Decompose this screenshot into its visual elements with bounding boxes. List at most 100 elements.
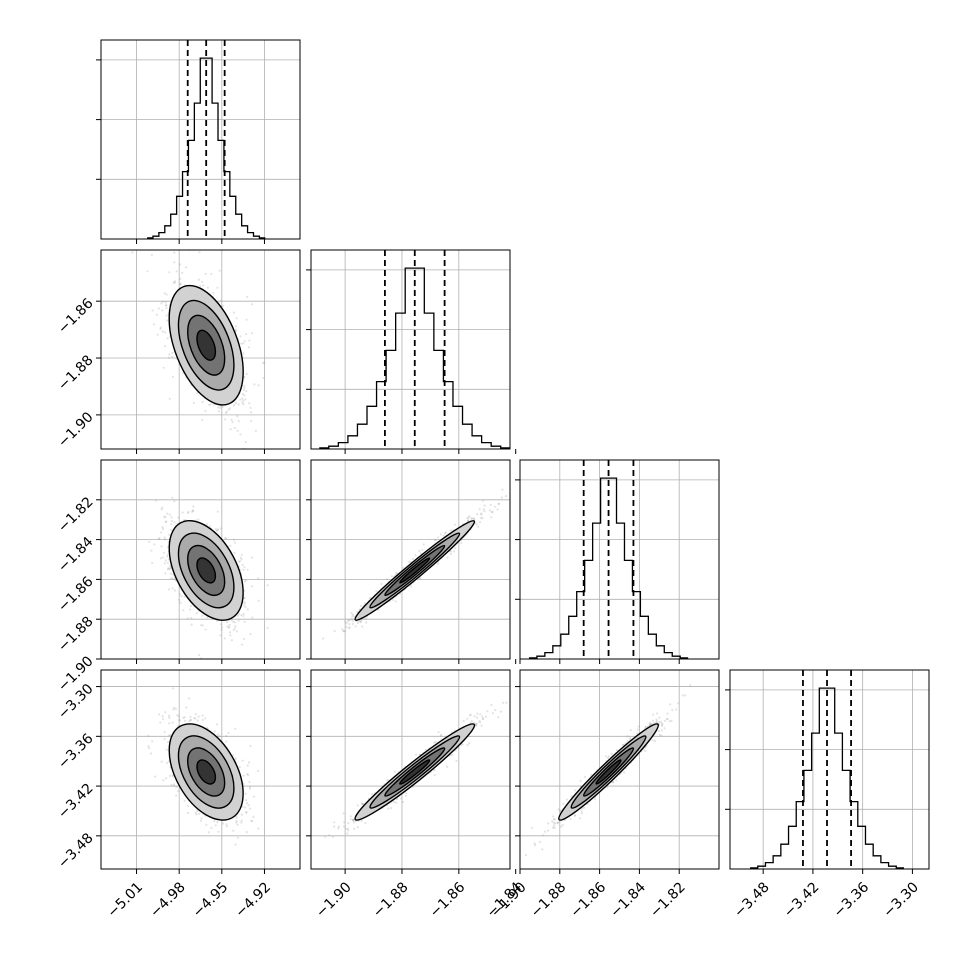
scatter-point xyxy=(483,510,486,513)
scatter-point xyxy=(156,333,159,336)
scatter-point xyxy=(419,552,422,555)
panel-inner xyxy=(101,670,300,869)
scatter-point xyxy=(475,724,478,727)
scatter-point xyxy=(489,503,492,506)
scatter-point xyxy=(189,604,192,608)
scatter-point xyxy=(216,529,219,532)
scatter-point xyxy=(244,811,248,814)
scatter-point xyxy=(200,624,203,627)
scatter-point xyxy=(253,383,256,386)
scatter-point xyxy=(168,397,171,400)
scatter-point xyxy=(481,517,484,520)
scatter-point xyxy=(166,561,169,564)
scatter-point xyxy=(236,823,239,826)
y-tick-label: −1.84 xyxy=(55,534,97,576)
scatter-point xyxy=(242,342,245,345)
scatter-point xyxy=(163,562,166,565)
scatter-point xyxy=(491,712,494,715)
scatter-point xyxy=(502,701,505,704)
scatter-point xyxy=(250,332,253,335)
scatter-point xyxy=(234,727,237,730)
scatter-point xyxy=(171,775,175,778)
scatter-point xyxy=(158,536,161,540)
scatter-point xyxy=(354,625,357,628)
scatter-point xyxy=(162,551,166,554)
scatter-point xyxy=(173,261,176,264)
scatter-point xyxy=(433,741,436,744)
scatter-point xyxy=(359,604,363,608)
scatter-point xyxy=(206,286,209,289)
scatter-point xyxy=(167,740,170,744)
scatter-point xyxy=(249,411,253,414)
x-tick-label: −5.01 xyxy=(104,879,146,921)
scatter-point xyxy=(186,617,189,620)
scatter-point xyxy=(479,521,482,524)
scatter-point xyxy=(167,714,171,717)
scatter-point xyxy=(347,627,350,630)
scatter-point xyxy=(248,339,251,342)
scatter-point xyxy=(409,585,413,588)
scatter-point xyxy=(251,616,254,619)
scatter-point xyxy=(343,821,346,824)
scatter-point xyxy=(148,540,151,543)
scatter-point xyxy=(232,404,236,407)
scatter-point xyxy=(242,399,245,402)
scatter-point xyxy=(240,558,243,561)
scatter-point xyxy=(351,622,354,626)
scatter-point xyxy=(173,281,176,284)
scatter-point xyxy=(171,577,174,580)
scatter-point xyxy=(196,392,199,395)
scatter-point xyxy=(346,620,349,623)
scatter-point xyxy=(224,418,227,421)
scatter-point xyxy=(164,301,167,304)
scatter-point xyxy=(419,577,422,580)
scatter-point xyxy=(204,717,207,720)
scatter-point xyxy=(243,603,246,607)
panel-p1-p1 xyxy=(306,249,517,454)
scatter-point xyxy=(470,517,473,520)
scatter-point xyxy=(168,722,171,725)
scatter-point xyxy=(230,639,233,642)
scatter-point xyxy=(179,601,182,604)
scatter-point xyxy=(244,792,247,795)
scatter-point xyxy=(246,773,249,776)
scatter-point xyxy=(245,811,248,814)
scatter-point xyxy=(386,578,389,581)
scatter-point xyxy=(248,807,251,810)
scatter-point xyxy=(201,718,204,722)
scatter-point xyxy=(246,568,249,571)
scatter-point xyxy=(229,428,232,431)
scatter-point xyxy=(162,779,165,782)
scatter-point xyxy=(222,304,225,307)
scatter-point xyxy=(160,545,163,548)
scatter-point xyxy=(170,783,173,787)
scatter-point xyxy=(183,595,186,598)
scatter-point xyxy=(243,386,246,389)
contour-line xyxy=(384,544,446,597)
scatter-point xyxy=(168,271,171,274)
scatter-point xyxy=(262,376,265,380)
scatter-point xyxy=(157,537,160,541)
scatter-point xyxy=(468,515,471,518)
panel-frame xyxy=(100,459,301,660)
scatter-point xyxy=(216,821,219,824)
scatter-point xyxy=(201,280,204,283)
scatter-point xyxy=(237,619,240,622)
scatter-point xyxy=(131,251,134,254)
scatter-point xyxy=(375,590,378,593)
scatter-point xyxy=(350,612,353,615)
scatter-point xyxy=(202,284,205,287)
scatter-point xyxy=(449,550,452,553)
scatter-point xyxy=(250,303,254,306)
scatter-point xyxy=(467,516,470,519)
scatter-point xyxy=(462,719,465,722)
scatter-point xyxy=(228,626,231,629)
scatter-point xyxy=(454,523,457,526)
scatter-point xyxy=(170,523,173,526)
scatter-point xyxy=(204,409,207,413)
scatter-point xyxy=(257,384,260,387)
panel-p3-p1: −1.90 −1.88 −1.86 −1.84 xyxy=(306,669,525,921)
scatter-point xyxy=(170,577,173,580)
scatter-point xyxy=(361,625,364,628)
scatter-point xyxy=(243,384,246,387)
